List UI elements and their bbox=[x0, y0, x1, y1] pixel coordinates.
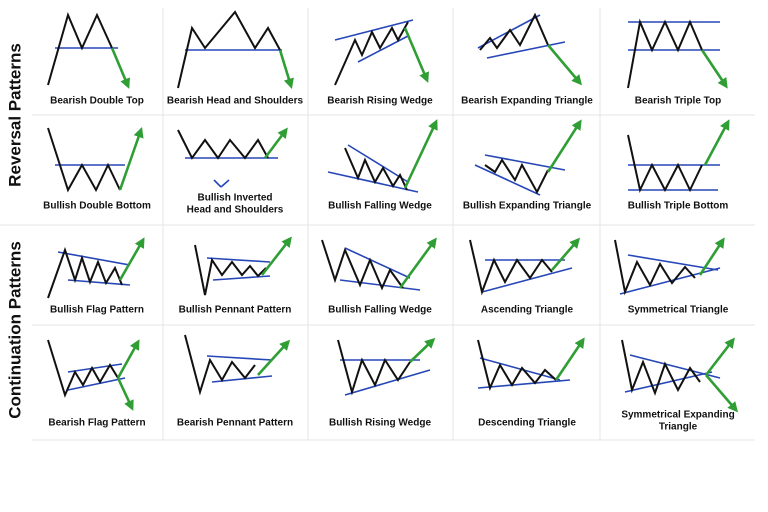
price-path bbox=[627, 134, 703, 194]
trend-line bbox=[67, 377, 126, 391]
arrow bbox=[703, 119, 730, 166]
price-path bbox=[344, 147, 408, 191]
price-path bbox=[321, 239, 404, 291]
arrow bbox=[257, 339, 291, 376]
arrow bbox=[116, 339, 140, 379]
trend-line bbox=[206, 257, 271, 263]
trend-line bbox=[344, 369, 431, 396]
trend-line bbox=[486, 41, 566, 59]
price-path bbox=[477, 339, 557, 392]
pattern-title: Bearish Flag Pattern bbox=[48, 418, 145, 429]
pattern-title: Symmetrical Triangle bbox=[628, 305, 729, 316]
pattern-title: Symmetrical Expanding bbox=[621, 410, 734, 421]
price-path bbox=[177, 10, 281, 89]
trend-line bbox=[57, 251, 131, 266]
pattern-title: Ascending Triangle bbox=[481, 305, 574, 316]
pattern-title: Bullish Falling Wedge bbox=[328, 201, 432, 212]
pattern-title: Bullish Flag Pattern bbox=[50, 305, 144, 316]
arrow bbox=[116, 377, 134, 411]
price-path bbox=[627, 18, 703, 89]
arrow bbox=[263, 127, 288, 159]
arrow bbox=[700, 49, 728, 89]
arrow bbox=[398, 237, 437, 289]
pattern-title: Triangle bbox=[659, 422, 698, 433]
arrow bbox=[403, 27, 429, 83]
pattern-title: Bearish Rising Wedge bbox=[327, 96, 433, 107]
arrow bbox=[260, 236, 292, 276]
price-path bbox=[484, 158, 549, 195]
trend-line bbox=[481, 267, 573, 293]
arrow bbox=[403, 119, 438, 189]
arrow bbox=[546, 119, 582, 173]
arrow bbox=[704, 337, 735, 376]
pattern-title: Bullish Expanding Triangle bbox=[463, 201, 592, 212]
trend-line bbox=[344, 247, 411, 279]
trend-line bbox=[334, 19, 414, 41]
grid bbox=[0, 8, 755, 441]
arrow bbox=[118, 127, 144, 191]
trend-line bbox=[474, 164, 541, 196]
price-path bbox=[47, 339, 119, 398]
pattern-title: Bullish Double Bottom bbox=[43, 201, 151, 212]
price-path bbox=[177, 129, 269, 160]
price-path bbox=[47, 12, 113, 86]
price-path bbox=[479, 12, 549, 51]
pattern-title: Bullish Pennant Pattern bbox=[179, 305, 292, 316]
price-path bbox=[614, 239, 696, 296]
pattern-title: Bearish Pennant Pattern bbox=[177, 418, 293, 429]
trend-line bbox=[206, 355, 273, 361]
pattern-title: Bearish Triple Top bbox=[635, 96, 722, 107]
pattern-title: Bearish Head and Shoulders bbox=[167, 96, 304, 107]
price-path bbox=[184, 334, 256, 396]
pattern-title: Bullish Falling Wedge bbox=[328, 305, 432, 316]
trend-line bbox=[213, 179, 222, 188]
arrow bbox=[705, 374, 739, 413]
pattern-title: Bullish Rising Wedge bbox=[329, 418, 431, 429]
pattern-title: Head and Shoulders bbox=[187, 205, 284, 216]
trend-line bbox=[624, 371, 713, 393]
trend-line bbox=[67, 363, 123, 373]
price-path bbox=[47, 246, 123, 299]
price-path bbox=[194, 244, 267, 296]
arrow bbox=[554, 337, 585, 381]
trend-line bbox=[347, 144, 409, 183]
pattern-title: Bearish Double Top bbox=[50, 96, 144, 107]
section-label: Continuation Patterns bbox=[5, 241, 24, 419]
trend-line bbox=[327, 171, 419, 193]
price-path bbox=[621, 339, 701, 396]
trend-line bbox=[477, 379, 571, 389]
arrow bbox=[409, 337, 436, 363]
price-path bbox=[334, 21, 409, 86]
pattern-title: Descending Triangle bbox=[478, 418, 576, 429]
arrow bbox=[110, 47, 130, 89]
arrow bbox=[551, 237, 581, 271]
pattern-title: Bearish Expanding Triangle bbox=[461, 96, 593, 107]
price-path bbox=[469, 239, 553, 296]
section-label: Reversal Patterns bbox=[5, 43, 24, 187]
trend-line bbox=[67, 279, 131, 286]
pattern-title: Bullish Inverted bbox=[197, 193, 272, 204]
arrow bbox=[118, 237, 145, 281]
trend-line bbox=[357, 35, 409, 63]
price-path bbox=[47, 127, 121, 193]
arrow bbox=[547, 44, 583, 86]
trend-line bbox=[212, 275, 271, 281]
trend-line bbox=[220, 179, 230, 188]
pattern-title: Bullish Triple Bottom bbox=[628, 201, 729, 212]
price-path bbox=[337, 339, 411, 396]
arrow bbox=[278, 49, 294, 89]
trend-line bbox=[627, 254, 719, 271]
arrow bbox=[698, 237, 725, 276]
trend-line bbox=[479, 357, 561, 381]
